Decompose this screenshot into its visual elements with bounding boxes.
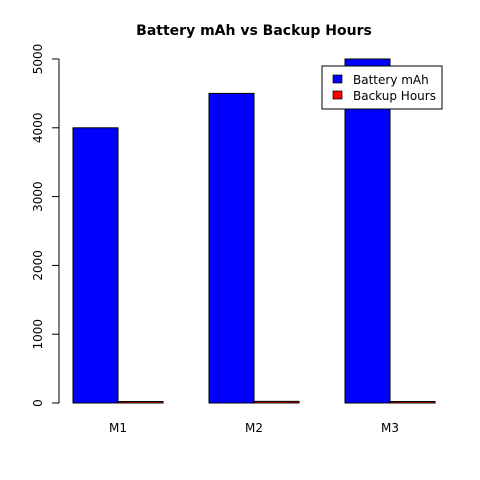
y-tick-label: 2000 bbox=[31, 250, 45, 281]
y-tick-label: 3000 bbox=[31, 181, 45, 212]
x-category-label: M3 bbox=[381, 421, 399, 435]
bar-battery-mah-m2 bbox=[208, 92, 255, 404]
y-tick-label: 0 bbox=[31, 399, 45, 407]
bar-backup-hours-m1 bbox=[117, 401, 164, 404]
bar-backup-hours-m2 bbox=[253, 400, 300, 404]
legend: Battery mAh Backup Hours bbox=[321, 65, 443, 110]
legend-swatch-battery-mah bbox=[332, 74, 343, 84]
bars bbox=[72, 58, 436, 404]
bar-battery-mah-m3 bbox=[344, 58, 391, 404]
legend-label-battery-mah: Battery mAh bbox=[353, 73, 429, 87]
chart-title: Battery mAh vs Backup Hours bbox=[136, 23, 372, 39]
bar-battery-mah-m1 bbox=[72, 127, 119, 404]
bar-backup-hours-m3 bbox=[389, 400, 436, 404]
legend-box bbox=[321, 65, 443, 110]
y-tick-label: 4000 bbox=[31, 113, 45, 144]
y-tick-label: 5000 bbox=[31, 44, 45, 75]
x-axis-labels: M1 M2 M3 bbox=[109, 421, 399, 435]
legend-label-backup-hours: Backup Hours bbox=[353, 89, 436, 103]
x-category-label: M1 bbox=[109, 421, 127, 435]
y-axis-ticks: 0 1000 2000 3000 4000 5000 bbox=[31, 44, 59, 407]
x-category-label: M2 bbox=[245, 421, 263, 435]
legend-swatch-backup-hours bbox=[332, 90, 343, 100]
y-tick-label: 1000 bbox=[31, 319, 45, 350]
